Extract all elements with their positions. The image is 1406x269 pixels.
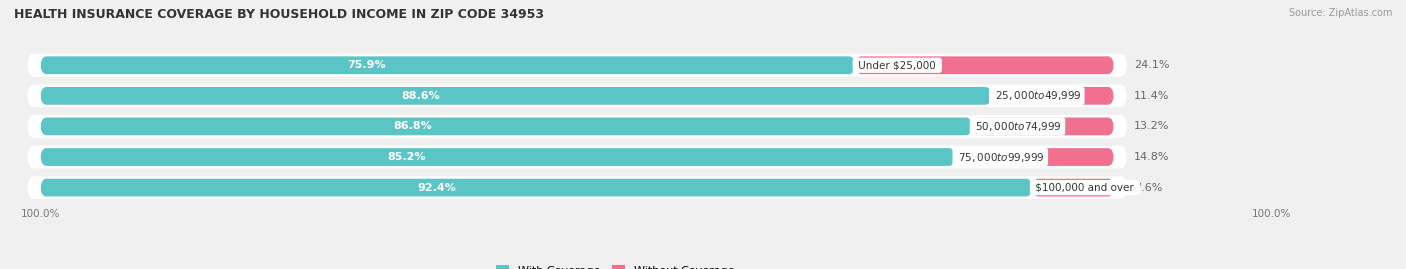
Text: 85.2%: 85.2% — [387, 152, 426, 162]
FancyBboxPatch shape — [855, 56, 1114, 74]
Text: 86.8%: 86.8% — [394, 121, 433, 132]
Text: 24.1%: 24.1% — [1133, 60, 1170, 70]
Text: HEALTH INSURANCE COVERAGE BY HOUSEHOLD INCOME IN ZIP CODE 34953: HEALTH INSURANCE COVERAGE BY HOUSEHOLD I… — [14, 8, 544, 21]
FancyBboxPatch shape — [41, 56, 855, 74]
Legend: With Coverage, Without Coverage: With Coverage, Without Coverage — [492, 261, 738, 269]
Text: $25,000 to $49,999: $25,000 to $49,999 — [991, 89, 1083, 102]
Text: 13.2%: 13.2% — [1133, 121, 1168, 132]
Text: 7.6%: 7.6% — [1133, 183, 1163, 193]
FancyBboxPatch shape — [27, 115, 1128, 138]
Text: 75.9%: 75.9% — [347, 60, 385, 70]
FancyBboxPatch shape — [27, 54, 1128, 77]
FancyBboxPatch shape — [991, 87, 1114, 105]
Text: 14.8%: 14.8% — [1133, 152, 1170, 162]
FancyBboxPatch shape — [27, 146, 1128, 168]
FancyBboxPatch shape — [973, 118, 1114, 135]
FancyBboxPatch shape — [41, 87, 991, 105]
FancyBboxPatch shape — [41, 148, 955, 166]
FancyBboxPatch shape — [27, 176, 1128, 199]
Text: Source: ZipAtlas.com: Source: ZipAtlas.com — [1288, 8, 1392, 18]
Text: 11.4%: 11.4% — [1133, 91, 1168, 101]
FancyBboxPatch shape — [955, 148, 1114, 166]
FancyBboxPatch shape — [27, 84, 1128, 107]
Text: $100,000 and over: $100,000 and over — [1032, 183, 1137, 193]
FancyBboxPatch shape — [1032, 179, 1114, 196]
Text: 88.6%: 88.6% — [402, 91, 440, 101]
FancyBboxPatch shape — [41, 118, 973, 135]
Text: $50,000 to $74,999: $50,000 to $74,999 — [973, 120, 1063, 133]
Text: $75,000 to $99,999: $75,000 to $99,999 — [955, 151, 1046, 164]
FancyBboxPatch shape — [41, 179, 1032, 196]
Text: 92.4%: 92.4% — [418, 183, 457, 193]
Text: Under $25,000: Under $25,000 — [855, 60, 939, 70]
